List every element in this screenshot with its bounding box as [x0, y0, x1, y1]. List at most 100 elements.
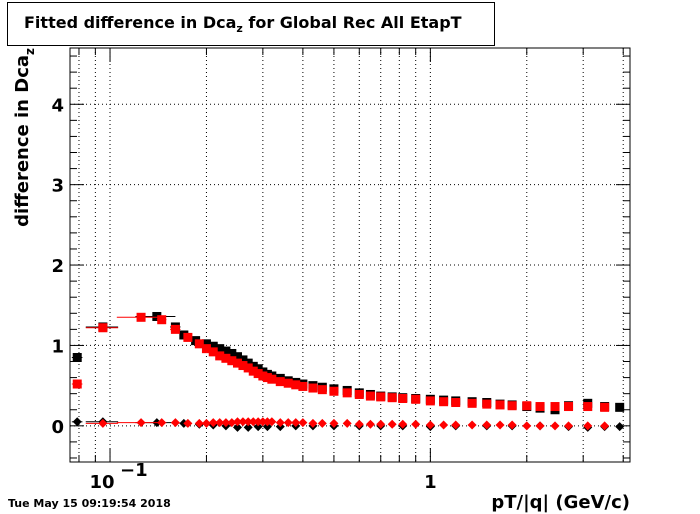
data-point-square [267, 374, 277, 384]
data-point-square [248, 366, 258, 376]
data-point-square [201, 339, 211, 349]
data-point-diamond [183, 418, 193, 428]
data-point-square [194, 339, 204, 349]
data-point-square [208, 347, 218, 357]
data-point-diamond [98, 418, 108, 428]
x-tick-label: 1 [424, 472, 437, 493]
data-point-diamond [342, 418, 352, 428]
data-point-square [317, 385, 327, 395]
data-point-square [152, 311, 162, 321]
data-point-diamond [283, 418, 293, 428]
data-point-square [564, 402, 574, 412]
data-point-diamond [232, 417, 242, 427]
data-point-square [221, 353, 231, 363]
chart-title: Fitted difference in Dcaz for Global Rec… [24, 13, 462, 35]
data-point-square [227, 348, 237, 358]
data-point-diamond [535, 421, 545, 431]
data-point-square [215, 344, 225, 354]
data-point-square [283, 378, 293, 388]
plot-frame [69, 47, 631, 463]
data-point-diamond [298, 418, 308, 428]
y-axis-title-subscript: z [23, 48, 37, 55]
data-point-square [248, 361, 258, 371]
data-point-square [398, 393, 408, 403]
data-point-diamond [248, 417, 258, 427]
data-point-diamond [201, 418, 211, 428]
data-point-square [232, 358, 242, 368]
data-point-diamond [583, 421, 593, 431]
data-point-diamond [439, 420, 449, 430]
data-point-diamond [467, 420, 477, 430]
data-point-square [411, 394, 421, 404]
data-point-diamond [317, 418, 327, 428]
data-point-diamond [600, 421, 610, 431]
x-tick-label-exponent: −1 [120, 460, 148, 481]
data-point-diamond [329, 418, 339, 428]
data-point-square [136, 312, 146, 322]
x-tick-label: 10 [89, 472, 114, 493]
data-point-diamond [227, 418, 237, 428]
data-point-square [221, 346, 231, 356]
data-point-square [238, 361, 248, 371]
data-point-square [243, 363, 253, 373]
data-point-square [253, 364, 263, 374]
data-point-square [208, 341, 218, 351]
data-point-diamond [451, 420, 461, 430]
data-point-diamond [72, 417, 82, 427]
data-point-diamond [398, 419, 408, 429]
data-point-square [583, 402, 593, 412]
y-tick-label: 1 [51, 336, 64, 357]
data-point-square [298, 381, 308, 391]
data-point-diamond [354, 419, 364, 429]
data-point-square [258, 371, 268, 381]
data-point-diamond [550, 421, 560, 431]
data-point-square [387, 393, 397, 403]
data-point-square [482, 399, 492, 409]
data-point-diamond [232, 422, 242, 432]
data-point-diamond [262, 422, 272, 432]
data-point-square [507, 401, 517, 411]
data-point-diamond [194, 418, 204, 428]
data-point-square [342, 388, 352, 398]
data-point-square [291, 380, 301, 390]
data-point-diamond [243, 417, 253, 427]
data-point-diamond [221, 418, 231, 428]
data-point-diamond [522, 421, 532, 431]
data-point-diamond [243, 422, 253, 432]
timestamp: Tue May 15 09:19:54 2018 [8, 497, 171, 510]
data-point-square [72, 379, 82, 389]
data-point-square [238, 355, 248, 365]
data-point-diamond [253, 417, 263, 427]
data-point-diamond [136, 418, 146, 428]
data-point-square [354, 389, 364, 399]
data-point-diamond [215, 418, 225, 428]
data-point-square [439, 397, 449, 407]
data-point-square [535, 402, 545, 412]
data-point-square [308, 383, 318, 393]
data-point-diamond [291, 418, 301, 428]
data-point-diamond [387, 419, 397, 429]
data-point-square [451, 398, 461, 408]
data-point-square [425, 396, 435, 406]
data-point-diamond [267, 417, 277, 427]
data-point-diamond [411, 419, 421, 429]
title-subscript: z [236, 22, 243, 36]
data-point-diamond [376, 419, 386, 429]
data-point-square [275, 377, 285, 387]
data-point-diamond [208, 418, 218, 428]
data-point-square [215, 351, 225, 361]
y-axis-title: difference in Dcaz [12, 48, 37, 227]
data-point-square [157, 315, 167, 325]
data-point-square [376, 392, 386, 402]
title-suffix: for Global Rec All EtapT [242, 13, 462, 32]
data-point-diamond [365, 419, 375, 429]
x-axis-title: pT/|q| (GeV/c) [491, 492, 630, 513]
data-point-diamond [308, 418, 318, 428]
data-point-diamond [482, 420, 492, 430]
data-point-diamond [238, 417, 248, 427]
y-axis-title-text: difference in Dca [12, 55, 33, 227]
data-point-diamond [157, 418, 167, 428]
data-point-square [170, 324, 180, 334]
data-point-square [227, 356, 237, 366]
